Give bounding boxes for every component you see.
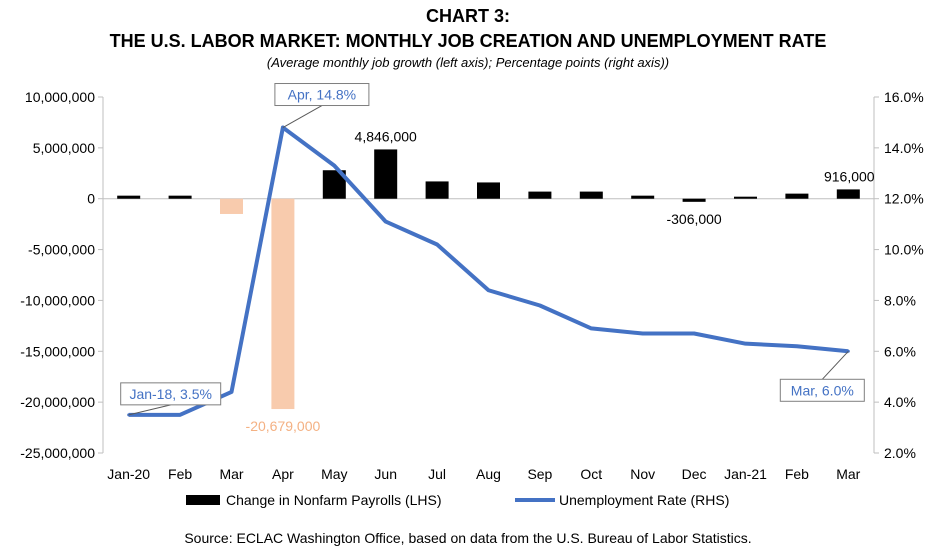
- payroll-bar: [117, 195, 141, 199]
- legend-swatch-line: [515, 498, 555, 502]
- payroll-bar: [220, 198, 243, 214]
- right-axis-tick-label: 6.0%: [884, 343, 916, 359]
- right-axis-tick-label: 14.0%: [884, 140, 924, 156]
- unemployment-point: [384, 220, 388, 224]
- payroll-bar: [425, 181, 449, 199]
- payroll-bar: [374, 149, 398, 199]
- legend-label-payrolls: Change in Nonfarm Payrolls (LHS): [226, 492, 442, 508]
- unemployment-point: [589, 326, 593, 330]
- callout-box: [120, 382, 222, 406]
- unemployment-point: [487, 288, 490, 292]
- x-axis-tick-label: Nov: [630, 466, 655, 482]
- right-axis-tick-label: 16.0%: [884, 89, 924, 105]
- right-axis-tick-label: 2.0%: [884, 445, 916, 461]
- payroll-bar: [631, 195, 655, 199]
- callout-label: Jan-18, 3.5%: [129, 386, 212, 402]
- legend-swatch-bar: [186, 495, 220, 505]
- callout-leader: [821, 350, 849, 380]
- left-axis-tick-label: -5,000,000: [28, 242, 95, 258]
- x-axis-tick-label: Feb: [785, 466, 809, 482]
- payroll-bar: [682, 198, 706, 202]
- unemployment-point: [435, 242, 439, 246]
- left-axis-tick-label: 5,000,000: [33, 140, 95, 156]
- unemployment-point: [178, 413, 182, 417]
- payroll-bar: [579, 191, 603, 199]
- x-axis-tick-label: Apr: [272, 466, 294, 482]
- payroll-bar: [785, 193, 809, 199]
- x-axis-tick-label: Dec: [682, 466, 707, 482]
- left-axis-tick-label: -20,000,000: [20, 394, 95, 410]
- right-axis-tick-label: 8.0%: [884, 292, 916, 308]
- unemployment-point: [641, 331, 645, 335]
- right-axis-tick-label: 10.0%: [884, 242, 924, 258]
- x-axis-tick-label: Jan-20: [107, 466, 150, 482]
- x-axis-tick-label: Jul: [428, 466, 446, 482]
- payroll-bar: [168, 195, 192, 199]
- left-axis-tick-label: 0: [87, 191, 95, 207]
- x-axis-tick-label: Jan-21: [724, 466, 767, 482]
- chart-title-line2: THE U.S. LABOR MARKET: MONTHLY JOB CREAT…: [109, 31, 827, 51]
- left-axis-tick-label: 10,000,000: [25, 89, 95, 105]
- payroll-bar: [477, 182, 500, 199]
- chart-title-line1: CHART 3:: [426, 6, 510, 26]
- right-axis-tick-label: 4.0%: [884, 394, 916, 410]
- left-axis-tick-label: -15,000,000: [20, 343, 95, 359]
- payroll-bar: [528, 191, 552, 199]
- payroll-bar: [271, 198, 295, 410]
- bar-data-label: 4,846,000: [355, 128, 417, 144]
- bar-data-label: -20,679,000: [246, 418, 321, 434]
- bar-data-label: -306,000: [666, 211, 721, 227]
- source-note: Source: ECLAC Washington Office, based o…: [184, 530, 752, 546]
- unemployment-point: [332, 164, 336, 168]
- x-axis-tick-label: Oct: [580, 466, 602, 482]
- chart-subtitle: (Average monthly job growth (left axis);…: [266, 55, 670, 70]
- callout-label: Apr, 14.8%: [288, 87, 357, 103]
- unemployment-line: [128, 125, 849, 417]
- x-axis-tick-label: Feb: [168, 466, 192, 482]
- unemployment-point: [692, 331, 696, 335]
- legend-label-unemployment: Unemployment Rate (RHS): [559, 492, 730, 508]
- payroll-bar: [322, 170, 346, 199]
- unemployment-point: [538, 304, 542, 308]
- payroll-bar: [734, 196, 757, 199]
- callout-leader: [282, 105, 323, 128]
- callout-box: [274, 83, 370, 107]
- x-axis-tick-label: May: [321, 466, 347, 482]
- left-axis-tick-label: -10,000,000: [20, 292, 95, 308]
- unemployment-point: [230, 390, 233, 394]
- payroll-bar: [836, 189, 860, 199]
- left-axis-tick-label: -25,000,000: [20, 445, 95, 461]
- callout-label: Mar, 6.0%: [791, 382, 854, 398]
- legend-item-payrolls: Change in Nonfarm Payrolls (LHS): [186, 492, 442, 508]
- bar-data-label: 916,000: [824, 168, 875, 184]
- unemployment-point: [744, 342, 747, 346]
- x-axis-tick-label: Mar: [219, 466, 243, 482]
- x-axis-tick-label: Jun: [374, 466, 397, 482]
- legend-item-unemployment: Unemployment Rate (RHS): [515, 492, 729, 508]
- callout-box: [779, 378, 865, 402]
- x-axis-tick-label: Mar: [836, 466, 860, 482]
- x-axis-tick-label: Sep: [527, 466, 552, 482]
- unemployment-point: [795, 344, 799, 348]
- right-axis-tick-label: 12.0%: [884, 191, 924, 207]
- x-axis-tick-label: Aug: [476, 466, 501, 482]
- callout-leader: [128, 404, 171, 416]
